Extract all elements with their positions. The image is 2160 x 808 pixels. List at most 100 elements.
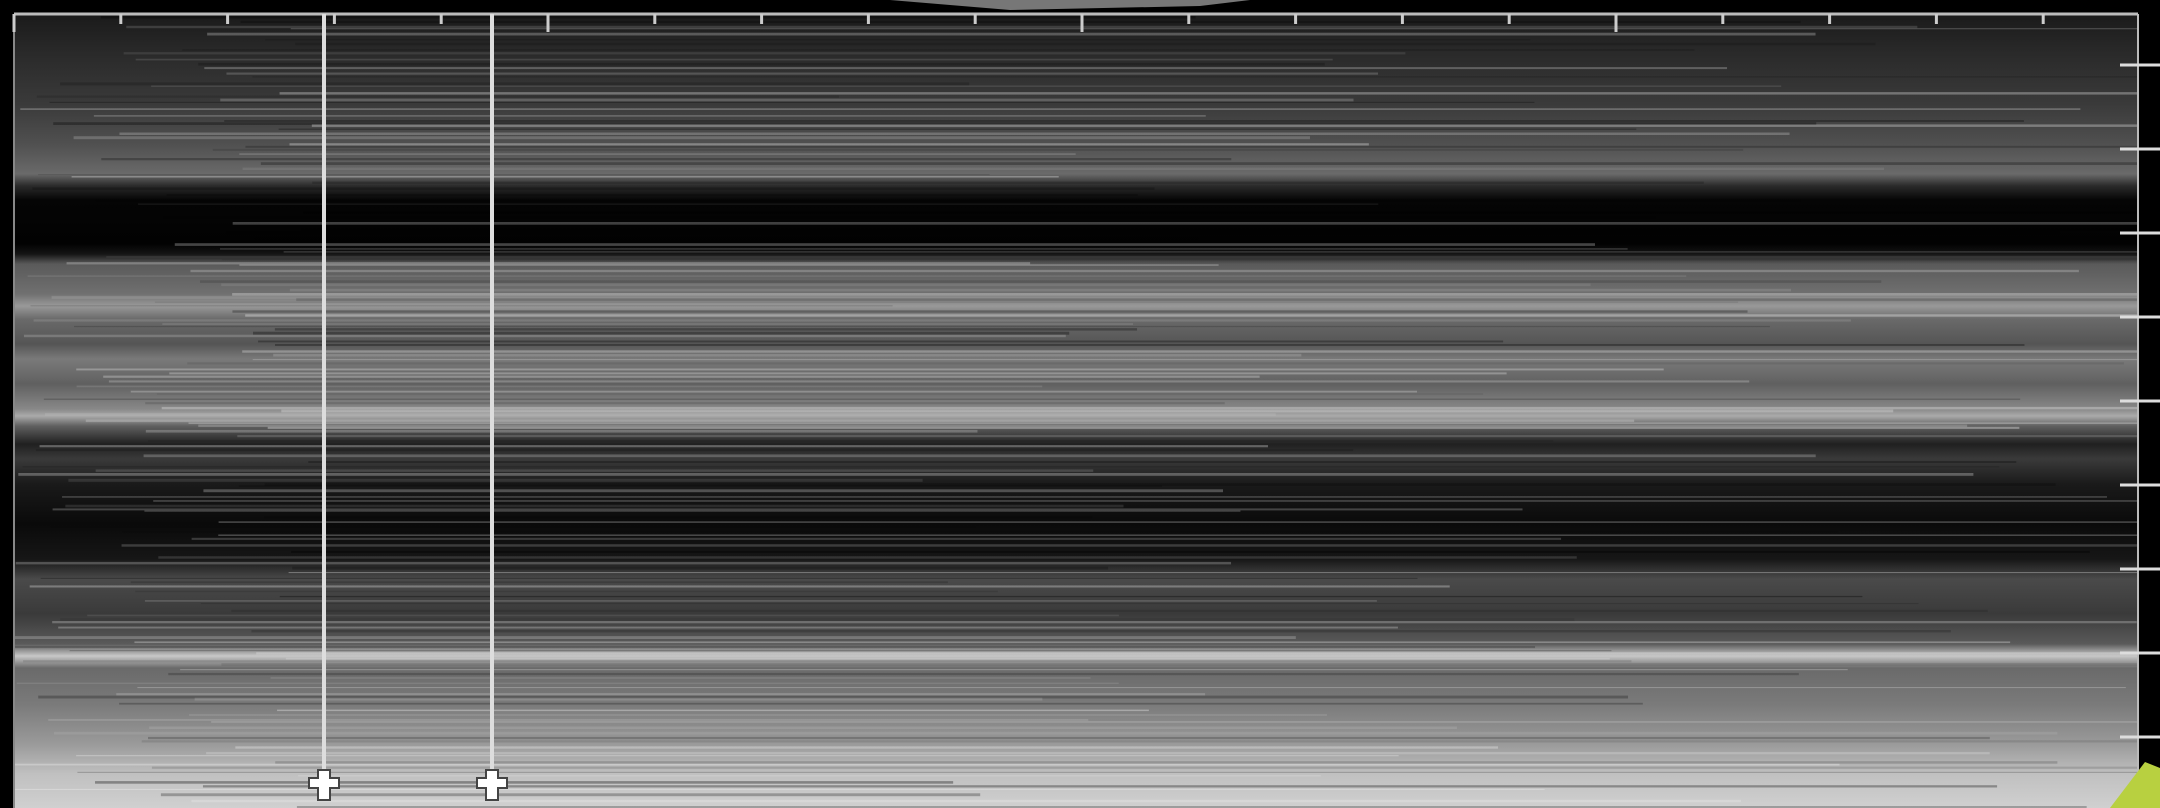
stripe <box>253 237 1200 240</box>
stripe <box>18 473 1974 476</box>
stripe <box>242 350 2138 353</box>
stripe <box>74 325 1770 328</box>
stripe <box>95 199 1801 202</box>
stripe <box>135 58 1333 61</box>
stripe <box>166 194 1138 196</box>
stripe <box>35 449 1354 452</box>
stripe <box>275 761 2058 764</box>
stripe <box>252 76 2138 78</box>
stripe <box>20 108 2081 110</box>
stripe <box>32 187 1155 190</box>
stripe <box>39 445 1268 448</box>
stripe <box>235 746 1499 749</box>
stripe <box>71 176 1059 178</box>
stripe <box>52 621 2137 624</box>
stripe <box>274 328 1138 331</box>
echo-stripes <box>14 16 2139 808</box>
stripe <box>295 42 1876 46</box>
stripe <box>134 641 2011 644</box>
stripe <box>281 409 1894 413</box>
stripe <box>106 256 2138 258</box>
stripe <box>180 669 1848 671</box>
stripe <box>245 314 2138 317</box>
stripe <box>296 298 2138 302</box>
stripe <box>289 288 1792 292</box>
stripe <box>275 344 2025 346</box>
stripe <box>296 806 2087 808</box>
stripe <box>119 702 1643 705</box>
stripe <box>144 600 1377 602</box>
caliper-1 <box>308 14 340 801</box>
stripe <box>40 577 1418 579</box>
stripe <box>76 755 1399 757</box>
stripe <box>48 719 1089 721</box>
stripe <box>263 515 1093 519</box>
stripe <box>237 435 2139 438</box>
stripe <box>200 603 1919 605</box>
stripe <box>58 626 1398 629</box>
stripe <box>169 372 1507 375</box>
stripe <box>84 205 2138 209</box>
stripe <box>212 148 1744 151</box>
stripe <box>151 85 1782 87</box>
stripe <box>219 248 1628 250</box>
stripe <box>22 466 2000 468</box>
stripe <box>198 62 1325 66</box>
stripe <box>149 726 1457 729</box>
stripe <box>38 174 990 176</box>
stripe <box>145 402 1225 405</box>
stripe <box>77 771 2138 773</box>
stripe <box>191 799 1741 803</box>
stripe <box>206 752 1990 755</box>
stripe <box>182 49 1695 51</box>
stripe <box>220 98 1354 102</box>
stripe <box>73 136 1310 140</box>
stripe <box>126 25 1918 29</box>
stripe <box>100 16 1196 19</box>
stripe <box>130 390 1418 393</box>
stripe <box>288 572 2138 574</box>
stripe <box>103 375 1260 378</box>
stripe <box>256 652 2139 655</box>
stripe <box>301 228 2138 231</box>
stripe <box>95 469 1094 472</box>
stripe <box>145 429 978 433</box>
stripe <box>108 380 1750 383</box>
stripe <box>191 537 1562 540</box>
stripe <box>258 340 1504 343</box>
stripe <box>43 398 2021 400</box>
stripe <box>308 461 2017 463</box>
stripe <box>218 521 2138 523</box>
stripe <box>211 721 2139 723</box>
stripe <box>44 413 1276 416</box>
stripe <box>278 128 1637 130</box>
stripe <box>232 222 2139 225</box>
stripe <box>144 510 1241 512</box>
stripe <box>291 550 2090 553</box>
stripe <box>33 319 1851 322</box>
stripe <box>53 122 1817 125</box>
stripe <box>162 323 1134 325</box>
caliper-2 <box>476 14 508 801</box>
stripe <box>30 305 893 307</box>
stripe <box>270 677 1091 679</box>
stripe <box>290 28 2138 30</box>
stripe <box>226 72 1379 75</box>
stripe <box>277 709 1149 712</box>
stripe <box>221 259 2138 261</box>
stripe <box>15 561 1232 565</box>
stripe <box>69 650 1612 652</box>
stripe <box>29 585 1450 588</box>
stripe <box>121 544 2139 547</box>
stripe <box>51 295 2138 299</box>
stripe <box>123 52 1406 55</box>
stripe <box>187 362 2124 365</box>
stripe <box>76 385 1043 388</box>
stripe <box>279 595 1863 598</box>
stripe <box>207 32 1816 36</box>
stripe <box>66 262 1031 265</box>
stripe <box>27 275 1687 277</box>
stripe <box>137 687 2126 689</box>
stripe <box>93 115 1206 117</box>
